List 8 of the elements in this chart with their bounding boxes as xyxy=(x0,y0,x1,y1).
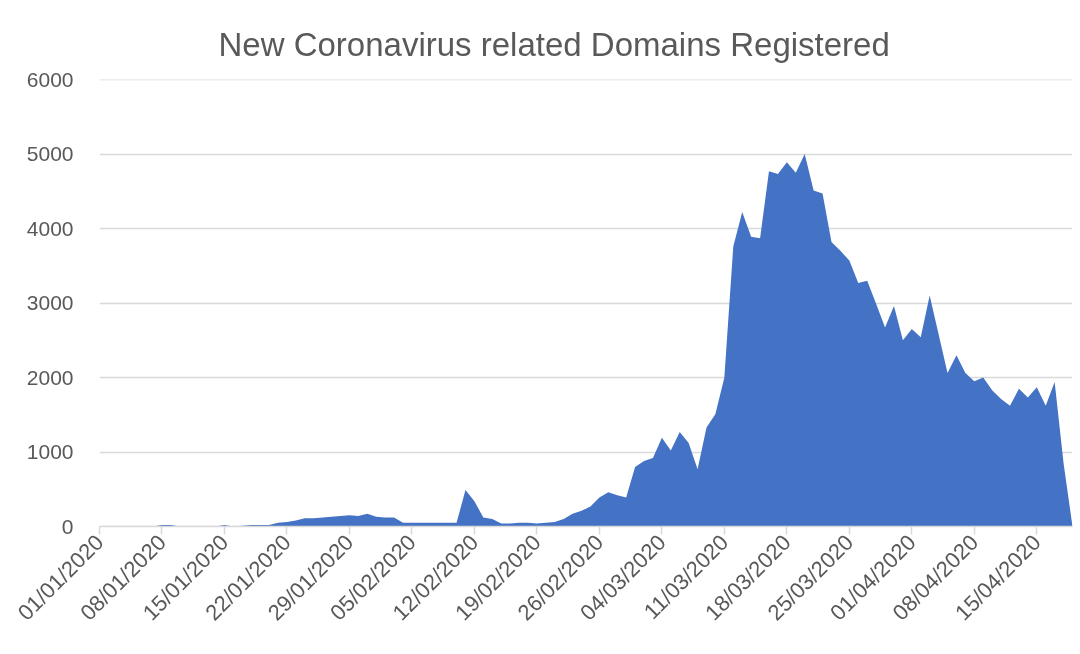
y-tick-label: 6000 xyxy=(26,67,74,91)
y-tick-label: 5000 xyxy=(26,142,74,165)
y-tick-label: 2000 xyxy=(26,365,74,389)
chart-title: New Coronavirus related Domains Registered xyxy=(218,25,890,63)
y-tick-label: 0 xyxy=(61,514,74,538)
y-tick-label: 1000 xyxy=(26,440,74,463)
y-tick-label: 4000 xyxy=(26,216,74,240)
y-tick-label: 3000 xyxy=(26,291,74,314)
